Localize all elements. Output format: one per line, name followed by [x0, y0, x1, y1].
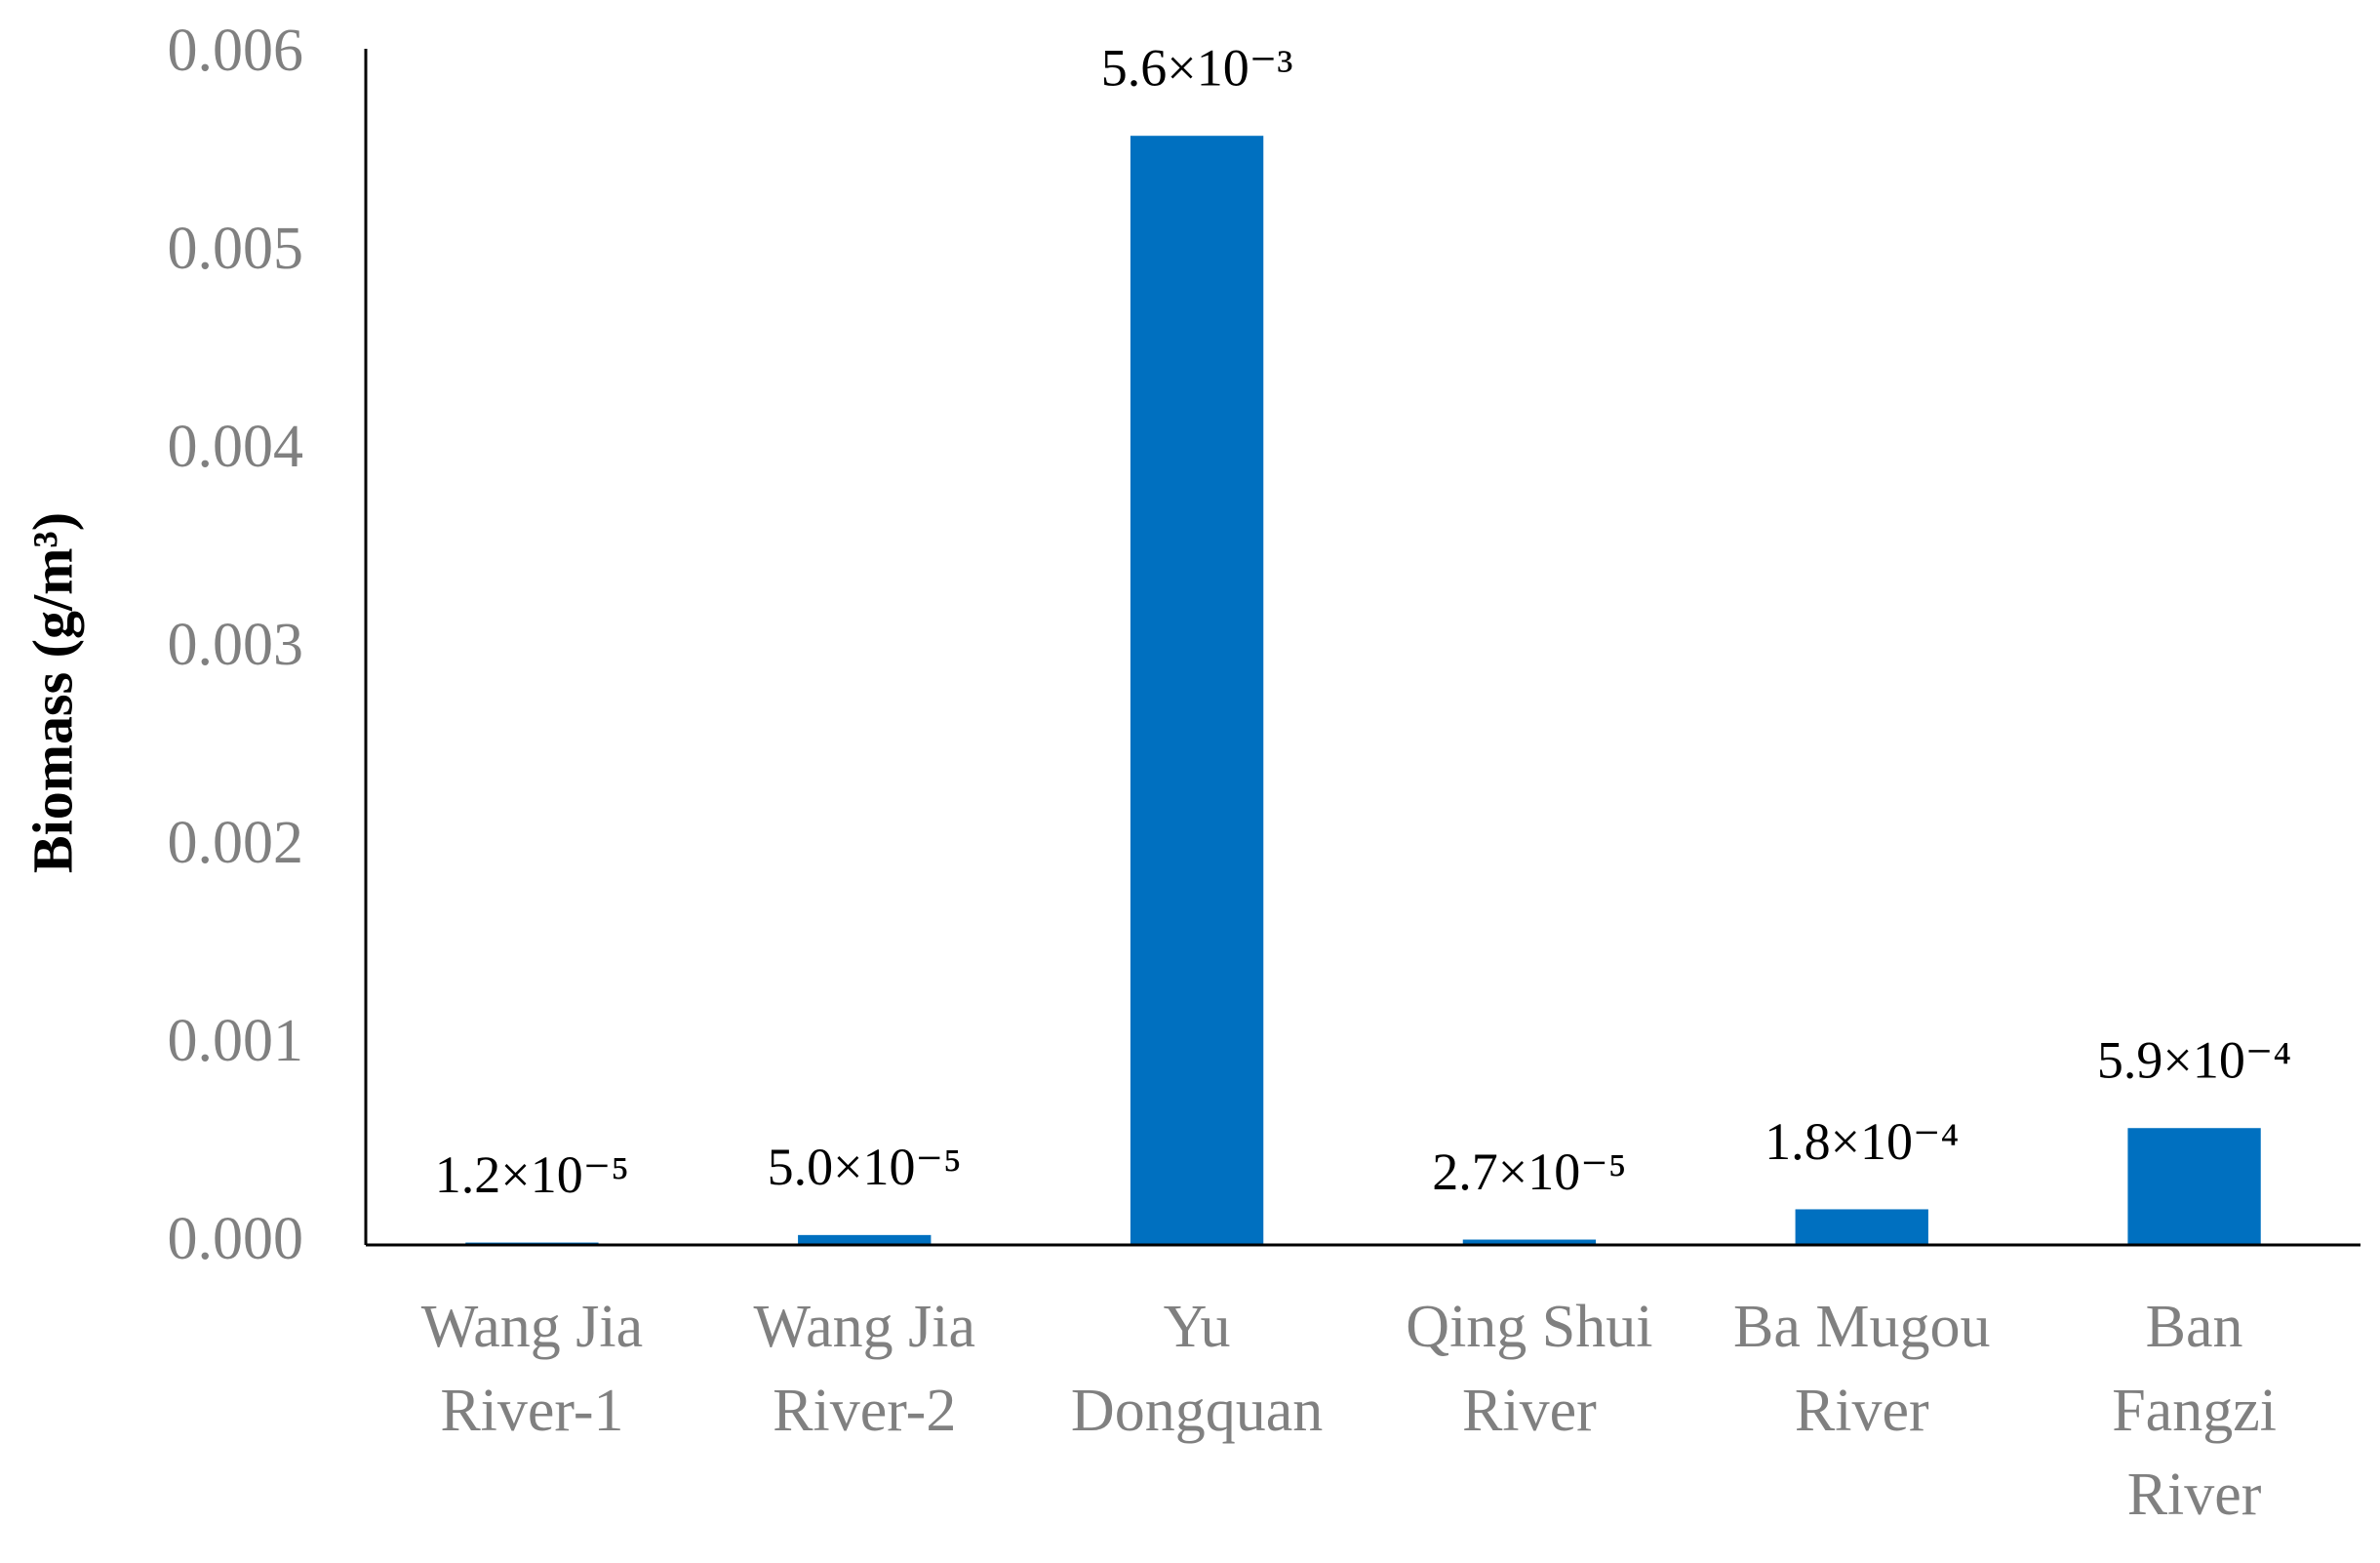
- value-label: 2.7×10⁻⁵: [1432, 1142, 1626, 1201]
- y-tick-label: 0.004: [168, 414, 304, 480]
- value-label: 5.0×10⁻⁵: [768, 1138, 962, 1196]
- y-tick-label: 0.002: [168, 810, 304, 876]
- x-tick-label: River-2: [773, 1378, 956, 1444]
- x-tick-label: Ban: [2146, 1294, 2243, 1360]
- value-label: 5.6×10⁻³: [1101, 39, 1293, 98]
- x-tick-label: Fangzi: [2112, 1378, 2277, 1444]
- x-tick-label: River: [1795, 1378, 1929, 1444]
- x-tick-label: Yu: [1164, 1294, 1231, 1360]
- bar: [1462, 1239, 1597, 1245]
- x-tick-label: River: [1462, 1378, 1597, 1444]
- value-label: 1.2×10⁻⁵: [435, 1145, 629, 1204]
- value-label: 5.9×10⁻⁴: [2097, 1031, 2291, 1090]
- bar: [798, 1234, 932, 1245]
- y-tick-label: 0.005: [168, 216, 304, 282]
- bar: [1795, 1209, 1928, 1245]
- bar: [1130, 136, 1264, 1246]
- x-tick-label: River-1: [440, 1378, 623, 1444]
- y-tick-label: 0.006: [168, 18, 304, 84]
- value-label: 1.8×10⁻⁴: [1765, 1112, 1959, 1171]
- y-tick-label: 0.001: [168, 1008, 304, 1074]
- x-tick-label: River: [2127, 1462, 2262, 1528]
- x-tick-label: Dongquan: [1071, 1378, 1323, 1444]
- x-tick-label: Qing Shui: [1406, 1294, 1652, 1360]
- x-tick-label: Wang Jia: [421, 1294, 643, 1360]
- bar: [2127, 1128, 2261, 1245]
- y-tick-label: 0.000: [168, 1206, 304, 1272]
- x-tick-label: Ba Mugou: [1733, 1294, 1991, 1360]
- x-tick-label: Wang Jia: [754, 1294, 975, 1360]
- y-tick-label: 0.003: [168, 612, 304, 678]
- y-axis-label: Biomass (g/m³): [20, 512, 84, 873]
